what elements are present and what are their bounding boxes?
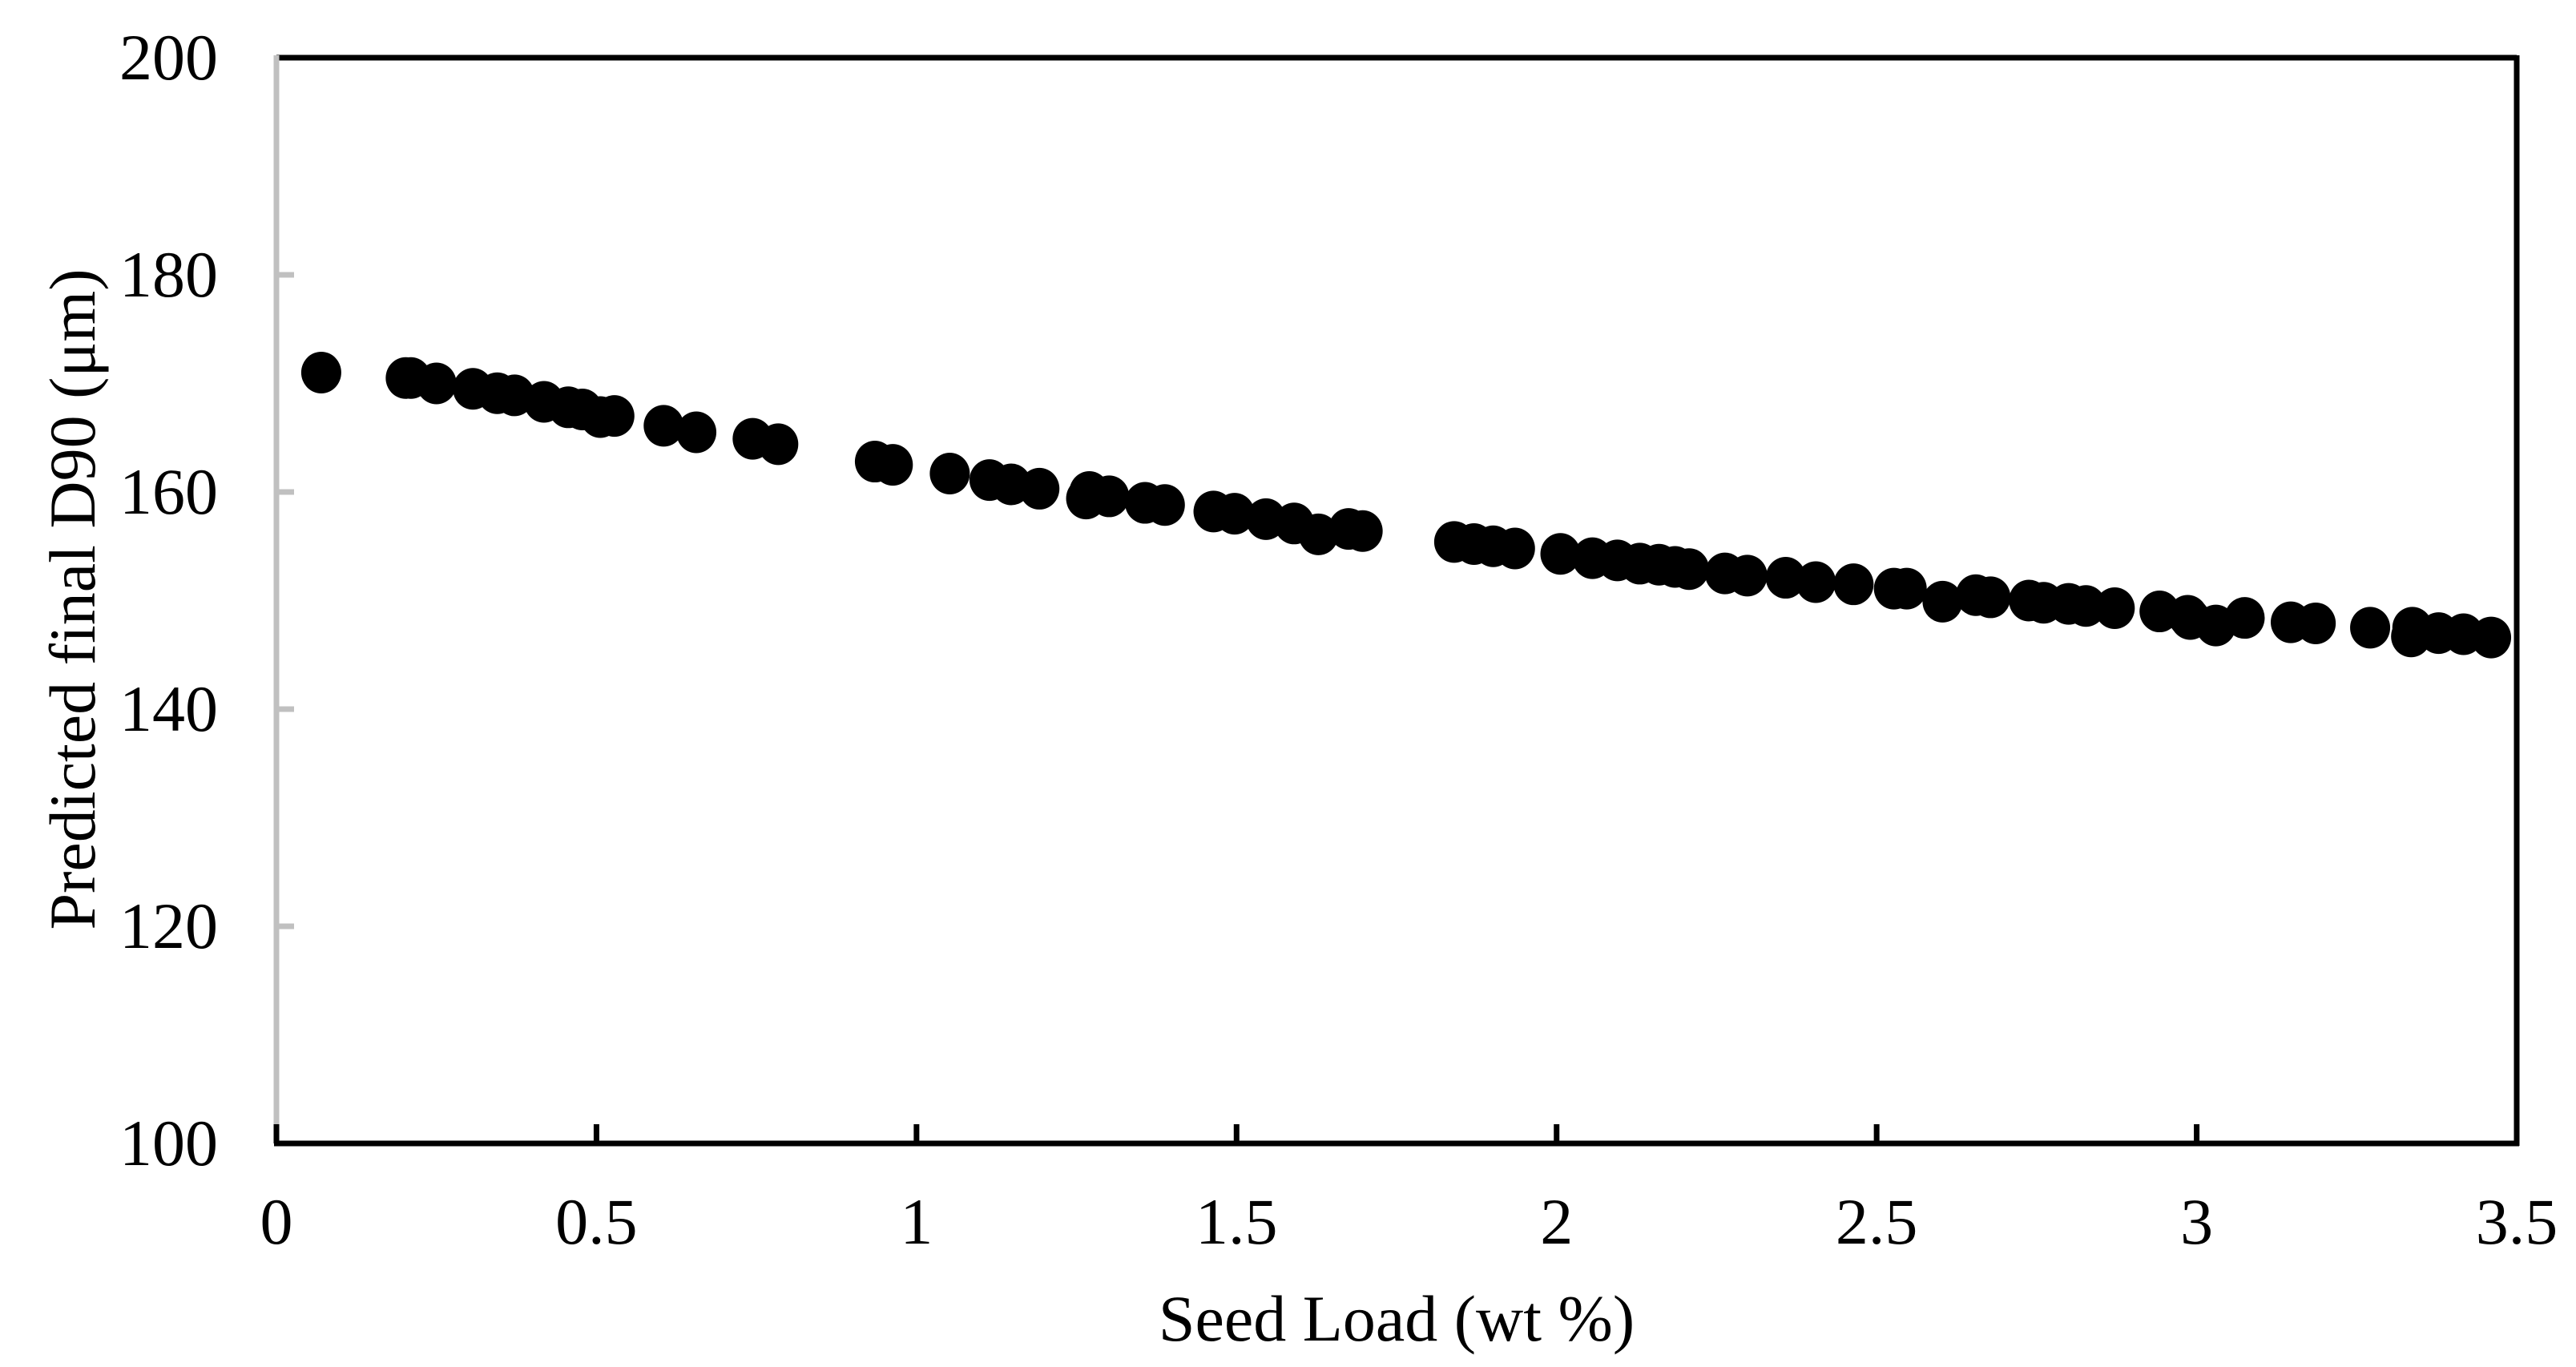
- data-point: [643, 405, 684, 447]
- data-point: [1298, 513, 1339, 555]
- y-tick-label: 140: [119, 672, 218, 745]
- x-tick-label: 0.5: [555, 1185, 638, 1258]
- x-axis-title: Seed Load (wt %): [1159, 1282, 1635, 1355]
- data-point: [929, 452, 970, 494]
- data-point: [1144, 484, 1185, 526]
- y-tick-label: 180: [119, 238, 218, 311]
- data-point: [2066, 585, 2106, 627]
- x-tick-label: 2.5: [1836, 1185, 1918, 1258]
- y-tick-label: 160: [119, 455, 218, 528]
- data-point: [1727, 554, 1768, 597]
- data-point: [873, 444, 913, 486]
- data-point: [758, 423, 799, 466]
- data-point: [676, 411, 717, 454]
- x-tick-label: 1.5: [1195, 1185, 1278, 1258]
- x-axis-ticks: 0 0.5 1 1.5 2 2.5 3 3.5: [260, 1124, 2558, 1258]
- data-point: [416, 362, 457, 405]
- x-tick-label: 2: [1540, 1185, 1573, 1258]
- data-point: [2296, 602, 2336, 644]
- y-axis-title: Predicted final D90 (μm): [36, 268, 109, 929]
- data-point: [1214, 493, 1255, 535]
- data-point: [1833, 563, 1874, 606]
- data-point: [2471, 616, 2512, 659]
- y-tick-label: 100: [119, 1107, 218, 1179]
- data-point: [2094, 587, 2135, 629]
- data-point: [1669, 548, 1710, 591]
- data-point: [1922, 580, 1963, 623]
- x-tick-label: 1: [900, 1185, 933, 1258]
- data-point: [1019, 467, 1060, 510]
- data-point: [2350, 607, 2391, 649]
- x-tick-label: 3.5: [2476, 1185, 2558, 1258]
- y-axis-ticks: 100 120 140 160 180 200: [119, 21, 294, 1179]
- x-tick-label: 0: [260, 1185, 293, 1258]
- data-point: [594, 395, 635, 438]
- data-point: [1342, 510, 1383, 552]
- y-tick-label: 200: [119, 21, 218, 94]
- data-point: [1089, 475, 1130, 518]
- y-tick-label: 120: [119, 889, 218, 962]
- data-point: [1540, 533, 1581, 575]
- data-point: [1796, 561, 1836, 603]
- data-point: [1970, 576, 2011, 619]
- plot-frame: [273, 54, 2520, 1147]
- data-point: [300, 351, 341, 393]
- data-point: [2224, 597, 2265, 639]
- data-points: [300, 351, 2512, 659]
- x-tick-label: 3: [2180, 1185, 2213, 1258]
- data-point: [1765, 557, 1806, 599]
- data-point: [1494, 527, 1535, 570]
- data-point: [1886, 567, 1927, 610]
